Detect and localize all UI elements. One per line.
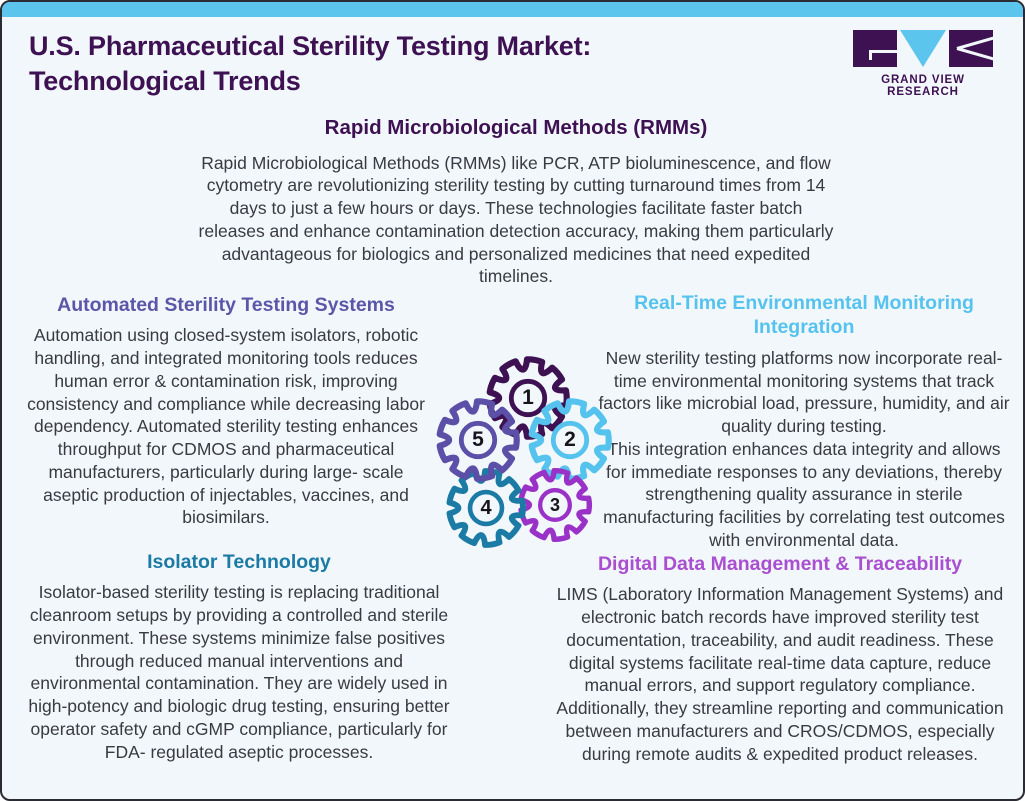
gear-4-shape: [446, 468, 526, 548]
gear-5-icon: 5: [434, 396, 522, 484]
gear-2-shape: [528, 398, 612, 482]
logo-brand-text: GRAND VIEW RESEARCH: [881, 74, 965, 98]
section-title-digital: Digital Data Management & Traceability: [597, 553, 963, 575]
section-isolator-technology: Isolator Technology Isolator-based steri…: [24, 550, 454, 763]
logo-mark: [851, 30, 995, 68]
header: U.S. Pharmaceutical Sterility Testing Ma…: [2, 17, 1023, 102]
section-digital-data-management-traceability: Digital Data Management & Traceability L…: [546, 552, 1014, 765]
section-body-rmm: Rapid Microbiological Methods (RMMs) lik…: [198, 152, 834, 287]
section-rapid-microbiological-methods: Rapid Microbiological Methods (RMMs) Rap…: [198, 115, 834, 288]
section-body-automated: Automation using closed-system isolators…: [27, 325, 425, 528]
section-body-isolator: Isolator-based sterility testing is repl…: [28, 582, 450, 762]
section-title-automated: Automated Sterility Testing Systems: [57, 294, 395, 316]
section-title-isolator: Isolator Technology: [147, 551, 331, 573]
top-accent-bar: [2, 2, 1023, 17]
section-title-realtime: Real-Time Environmental Monitoring Integ…: [634, 292, 974, 339]
logo-r-icon: [949, 30, 993, 67]
section-body-digital: LIMS (Laboratory Information Management …: [556, 584, 1004, 764]
section-automated-sterility-testing-systems: Automated Sterility Testing Systems Auto…: [24, 293, 428, 529]
logo-v-icon: [900, 30, 946, 67]
section-title-rmm: Rapid Microbiological Methods (RMMs): [324, 116, 708, 139]
gear-3-shape: [518, 467, 593, 543]
logo-g-icon: [853, 30, 897, 67]
section-body-realtime: New sterility testing platforms now inco…: [598, 347, 1010, 550]
gear-5-shape: [436, 398, 520, 482]
section-real-time-environmental-monitoring-integration: Real-Time Environmental Monitoring Integ…: [598, 291, 1010, 552]
brand-logo: GRAND VIEW RESEARCH: [851, 30, 995, 98]
page-title: U.S. Pharmaceutical Sterility Testing Ma…: [29, 31, 592, 96]
